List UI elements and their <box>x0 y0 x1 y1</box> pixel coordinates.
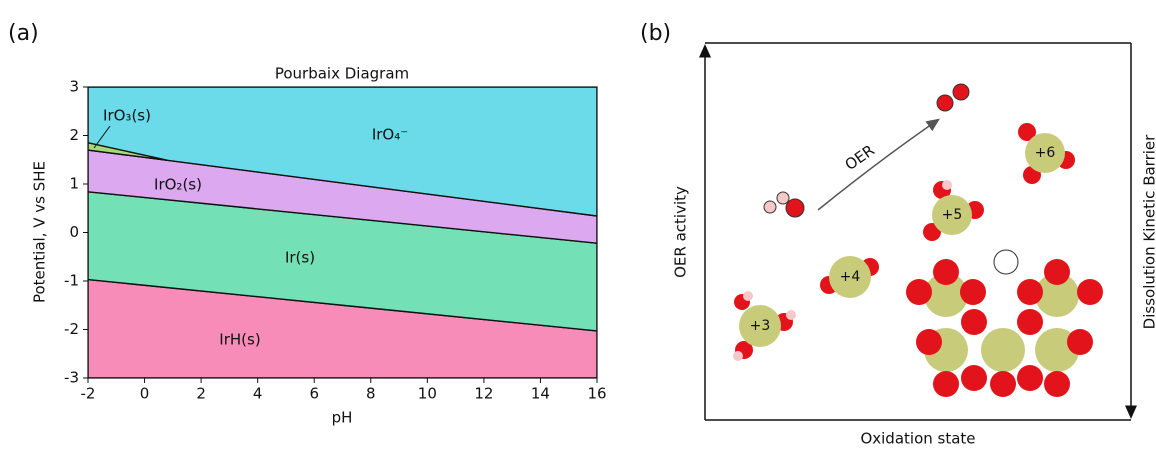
x-tick-label: 0 <box>140 385 150 403</box>
x-tick-label: 8 <box>366 385 376 403</box>
panel-label: (a) <box>8 21 39 46</box>
y-tick-label: 3 <box>69 78 79 96</box>
oxidation-label: +6 <box>1035 145 1056 161</box>
arrow-label: OER <box>842 141 878 174</box>
x-tick-label: 16 <box>587 385 606 403</box>
x-tick-label: 6 <box>309 385 319 403</box>
x-axis-label: pH <box>332 409 353 427</box>
oxidation-label: +5 <box>942 207 963 223</box>
y-tick-label: 0 <box>69 223 79 241</box>
panel-label: (b) <box>640 21 671 46</box>
y-tick-label: -3 <box>64 369 79 387</box>
region-label: Ir(s) <box>285 249 315 267</box>
region-label: IrH(s) <box>219 331 260 349</box>
x-tick-label: 10 <box>418 385 437 403</box>
x-tick-label: 4 <box>253 385 263 403</box>
region-label: IrO₂(s) <box>154 176 202 194</box>
label-pointer <box>93 125 111 149</box>
x-tick-label: 12 <box>474 385 493 403</box>
oxidation-label: +4 <box>840 269 861 285</box>
y-axis-label: OER activity <box>672 186 690 278</box>
y-tick-label: 2 <box>69 126 79 144</box>
region <box>88 87 597 217</box>
region <box>88 191 597 332</box>
x-axis-label: Oxidation state <box>860 430 975 448</box>
y-tick-label: -1 <box>64 272 79 290</box>
x-tick-label: -2 <box>81 385 96 403</box>
region <box>88 149 597 244</box>
plot-area <box>88 87 597 378</box>
y-tick-label: 1 <box>69 175 79 193</box>
region <box>88 278 597 378</box>
region-label: IrO₄⁻ <box>372 126 408 144</box>
diagram: Oxidation state OER activity Dissolution… <box>672 42 1156 448</box>
x-tick-label: 2 <box>196 385 206 403</box>
oxidation-label: +3 <box>750 318 771 334</box>
oer-arrow <box>817 118 940 211</box>
lattice <box>906 249 1103 397</box>
y2-axis-label: Dissolution Kinetic Barrier <box>1141 134 1156 329</box>
y-axis-label: Potential, V vs SHE <box>31 161 49 303</box>
x-tick-label: 14 <box>531 385 550 403</box>
region-label: IrO₃(s) <box>103 107 151 125</box>
region <box>88 142 168 161</box>
y-tick-label: -2 <box>64 320 79 338</box>
chart-title: Pourbaix Diagram <box>275 65 409 83</box>
